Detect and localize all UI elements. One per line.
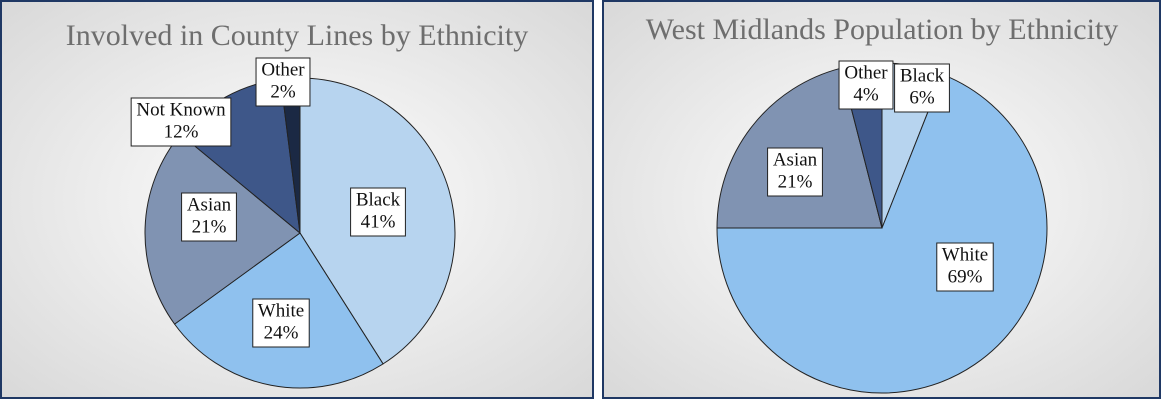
label-category: White <box>258 300 304 321</box>
label-box <box>838 60 894 110</box>
label-box <box>767 147 823 197</box>
pie-slice <box>716 73 1048 394</box>
chart-title: Involved in County Lines by Ethnicity <box>66 19 528 52</box>
label-box <box>894 63 950 113</box>
label-value: 21% <box>778 171 813 192</box>
label-box <box>252 298 310 348</box>
label-box <box>350 187 406 237</box>
label-category: Asian <box>773 149 818 170</box>
label-value: 12% <box>164 121 199 142</box>
label-value: 21% <box>192 216 227 237</box>
label-value: 69% <box>948 266 983 287</box>
label-box <box>181 192 237 242</box>
label-value: 41% <box>361 211 396 232</box>
label-category: Asian <box>187 194 232 215</box>
label-category: Not Known <box>136 99 226 120</box>
label-value: 6% <box>909 87 935 108</box>
label-category: Other <box>261 59 305 80</box>
label-value: 24% <box>264 322 299 343</box>
label-category: Black <box>900 65 945 86</box>
label-box <box>255 57 311 107</box>
label-box <box>130 97 232 147</box>
chart-title: West Midlands Population by Ethnicity <box>646 13 1119 46</box>
label-category: Black <box>356 189 401 210</box>
label-category: Other <box>844 62 888 83</box>
label-value: 2% <box>270 81 296 102</box>
label-category: White <box>942 244 988 265</box>
label-value: 4% <box>853 84 879 105</box>
label-box <box>936 242 994 292</box>
